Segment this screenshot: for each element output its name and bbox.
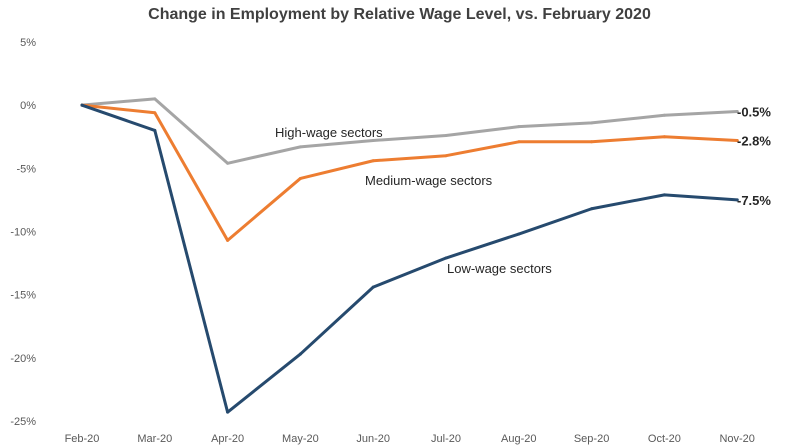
- data-point: [662, 135, 666, 139]
- data-point: [298, 145, 302, 149]
- data-point: [298, 352, 302, 356]
- y-tick-label: -25%: [10, 416, 36, 428]
- end-value-label: -0.5%: [737, 104, 771, 119]
- data-point: [662, 113, 666, 117]
- end-value-label: -2.8%: [737, 134, 771, 149]
- data-point: [371, 139, 375, 143]
- data-point: [371, 285, 375, 289]
- y-tick-label: -5%: [16, 163, 36, 175]
- end-value-label: -7.5%: [737, 193, 771, 208]
- data-point: [735, 109, 739, 113]
- y-tick-label: 5%: [20, 37, 36, 49]
- x-tick-label: Mar-20: [137, 433, 172, 445]
- x-tick-label: Feb-20: [65, 433, 100, 445]
- data-point: [226, 161, 230, 165]
- data-point: [371, 159, 375, 163]
- x-tick-label: Sep-20: [574, 433, 609, 445]
- x-tick-label: Jul-20: [431, 433, 461, 445]
- series-label: Low-wage sectors: [447, 261, 552, 276]
- data-point: [444, 256, 448, 260]
- x-tick-label: Oct-20: [648, 433, 681, 445]
- series-label: High-wage sectors: [275, 125, 383, 140]
- data-point: [298, 176, 302, 180]
- data-point: [153, 97, 157, 101]
- data-point: [735, 198, 739, 202]
- data-point: [590, 121, 594, 125]
- chart-title: Change in Employment by Relative Wage Le…: [148, 6, 651, 23]
- data-point: [444, 154, 448, 158]
- x-tick-label: Aug-20: [501, 433, 536, 445]
- data-point: [590, 140, 594, 144]
- data-point: [662, 193, 666, 197]
- data-point: [517, 125, 521, 129]
- data-point: [153, 111, 157, 115]
- y-tick-label: 0%: [20, 100, 36, 112]
- y-tick-label: -15%: [10, 290, 36, 302]
- series-line-3: [80, 103, 739, 414]
- data-point: [517, 232, 521, 236]
- series-line-1: [80, 97, 739, 165]
- data-point: [80, 103, 84, 107]
- data-point: [153, 128, 157, 132]
- y-tick-label: -20%: [10, 353, 36, 365]
- x-tick-label: Jun-20: [356, 433, 390, 445]
- series-label: Medium-wage sectors: [365, 173, 493, 188]
- data-point: [444, 133, 448, 137]
- data-point: [590, 207, 594, 211]
- y-tick-label: -10%: [10, 227, 36, 239]
- data-point: [226, 238, 230, 242]
- data-point: [735, 139, 739, 143]
- x-tick-label: Nov-20: [719, 433, 754, 445]
- x-tick-label: Apr-20: [211, 433, 244, 445]
- data-point: [226, 410, 230, 414]
- series-line-2: [80, 103, 739, 242]
- x-tick-label: May-20: [282, 433, 319, 445]
- data-point: [517, 140, 521, 144]
